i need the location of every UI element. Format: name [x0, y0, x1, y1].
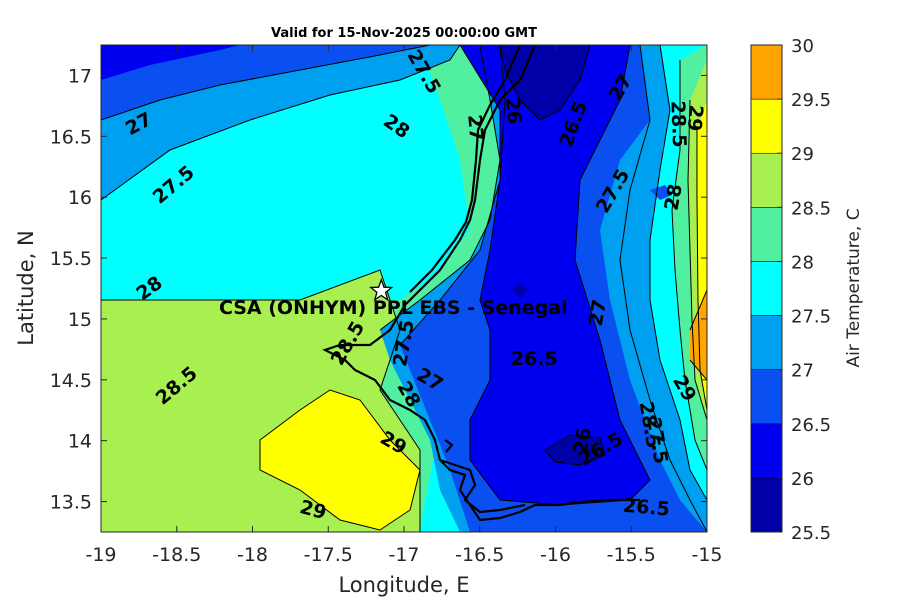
- colorbar-segment: [750, 261, 783, 316]
- colorbar-tick-label: 27.5: [791, 307, 831, 328]
- contour-label: 27: [463, 114, 487, 142]
- contour-label: 28.5: [666, 100, 690, 148]
- colorbar-tick-label: 26: [791, 469, 814, 490]
- colorbar-tick-label: 26.5: [791, 415, 831, 436]
- x-tick-label: -17.5: [304, 544, 353, 566]
- colorbar-segment: [750, 369, 783, 425]
- colorbar-tick-label: 27: [791, 361, 814, 382]
- colorbar-segment: [750, 207, 783, 262]
- contour-label: 26: [570, 426, 596, 456]
- station-marker: [369, 278, 394, 302]
- contour-field: [101, 45, 707, 532]
- y-tick-label: 16.5: [50, 126, 92, 148]
- colorbar-segment: [750, 44, 783, 100]
- colorbar-ticks: 25.5 26 26.5 27 27.5 28 28.5 29 29.5 30: [777, 36, 831, 544]
- colorbar-tick-label: 28.5: [791, 198, 831, 219]
- y-tick-label: 14.5: [50, 370, 92, 392]
- colorbar-tick-label: 28: [791, 252, 814, 273]
- contour-label: 29: [683, 104, 707, 132]
- y-tick-label: 15: [68, 309, 92, 331]
- x-tick-label: -18.5: [152, 544, 201, 566]
- x-tick-label: -16.5: [455, 544, 504, 566]
- colorbar-segment: [750, 152, 783, 208]
- x-axis-ticks: -19 -18.5 -18 -17.5 -17 -16.5 -16 -15.5 -15: [85, 45, 723, 566]
- contour-label: 26.5: [511, 348, 558, 370]
- y-tick-label: 14: [68, 431, 92, 453]
- colorbar-frame: [750, 44, 783, 533]
- chart-title: Valid for 15-Nov-2025 00:00:00 GMT: [271, 26, 537, 41]
- x-tick-label: -16: [540, 544, 571, 566]
- contour-label: 28: [661, 182, 687, 212]
- y-axis-ticks: 13.5 14 14.5 15 15.5 16 16.5 17: [50, 65, 707, 514]
- y-axis-label: Latitude, N: [14, 230, 38, 346]
- y-tick-label: 17: [68, 65, 92, 87]
- colorbar-tick-label: 29: [791, 144, 814, 165]
- x-tick-label: -18: [237, 544, 268, 566]
- y-tick-label: 13.5: [50, 492, 92, 514]
- colorbar-segment: [750, 98, 783, 154]
- contour-label: 26.5: [622, 495, 671, 521]
- station-star-icon: [369, 278, 394, 302]
- x-axis-label: Longitude, E: [338, 573, 469, 597]
- colorbar-segment: [750, 315, 783, 370]
- colorbar-tick-label: 25.5: [791, 523, 831, 544]
- x-tick-label: -15.5: [607, 544, 656, 566]
- station-label: CSA (ONHYM) PPL EBS - Senegal: [219, 297, 568, 319]
- y-tick-label: 15.5: [50, 248, 92, 270]
- x-tick-label: -17: [388, 544, 419, 566]
- colorbar: [750, 44, 783, 533]
- x-tick-label: -15: [691, 544, 722, 566]
- contour-label: 27: [585, 298, 611, 328]
- colorbar-label: Air Temperature, C: [844, 208, 864, 367]
- colorbar-segment: [750, 423, 783, 479]
- colorbar-segment: [750, 477, 783, 533]
- x-tick-label: -19: [85, 544, 116, 566]
- colorbar-tick-label: 29.5: [791, 90, 831, 111]
- colorbar-tick-label: 30: [791, 36, 814, 57]
- contour-label: 26: [501, 97, 525, 125]
- y-tick-label: 16: [68, 187, 92, 209]
